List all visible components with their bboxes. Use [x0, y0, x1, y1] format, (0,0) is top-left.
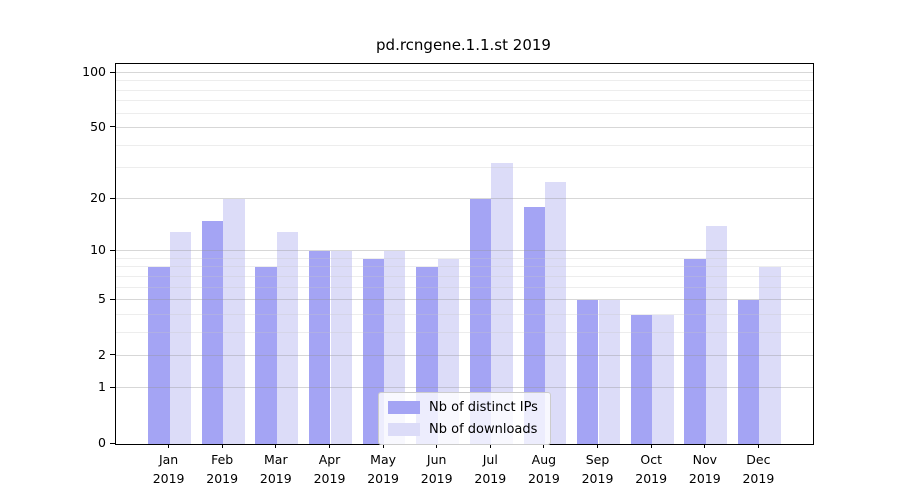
xtick-label-jun: Jun 2019: [420, 452, 453, 486]
xtick-label-dec: Dec 2019: [742, 452, 775, 486]
ytick-mark-20: [110, 197, 115, 199]
bar-distinct-ips-jan: [148, 267, 170, 444]
bar-distinct-ips-may: [362, 258, 384, 444]
bar-distinct-ips-jun: [416, 267, 438, 444]
ytick-mark-50: [110, 126, 115, 128]
xtick-mark-jul: [489, 444, 491, 448]
xtick-mark-feb: [221, 444, 223, 448]
bar-downloads-sep: [598, 300, 620, 444]
bars-layer: [116, 64, 813, 444]
ytick-label-5: 5: [98, 291, 106, 306]
bar-downloads-nov: [705, 226, 728, 444]
ytick-mark-10: [110, 249, 115, 251]
xtick-mark-sep: [597, 444, 598, 448]
bar-distinct-ips-mar: [255, 267, 277, 444]
bar-downloads-may: [384, 251, 406, 444]
xtick-label-aug: Aug 2019: [527, 452, 560, 486]
xtick-label-mar: Mar 2019: [259, 452, 292, 486]
xtick-mark-mar: [275, 444, 277, 448]
bar-downloads-mar: [276, 231, 299, 444]
xtick-label-may: May 2019: [367, 452, 399, 486]
ytick-label-0: 0: [98, 435, 106, 450]
ytick-label-1: 1: [98, 379, 106, 395]
xtick-label-nov: Nov 2019: [688, 452, 721, 486]
bar-distinct-ips-feb: [201, 221, 224, 444]
bar-downloads-feb: [223, 199, 245, 444]
bar-distinct-ips-aug: [523, 207, 545, 444]
xtick-label-oct: Oct 2019: [635, 452, 668, 486]
ytick-mark-100: [110, 71, 115, 73]
xtick-mark-dec: [757, 444, 759, 448]
bar-distinct-ips-sep: [577, 300, 599, 444]
xtick-label-jul: Jul 2019: [474, 452, 507, 486]
ytick-label-2: 2: [98, 346, 106, 362]
xtick-mark-aug: [543, 444, 545, 448]
ytick-mark-2: [110, 354, 115, 356]
bar-downloads-oct: [652, 314, 674, 444]
xtick-mark-jan: [168, 444, 170, 448]
bar-downloads-dec: [759, 267, 781, 444]
xtick-mark-apr: [329, 444, 330, 448]
ytick-label-100: 100: [82, 64, 106, 79]
bar-distinct-ips-nov: [684, 258, 706, 444]
bar-downloads-aug: [544, 182, 567, 444]
xtick-mark-may: [382, 444, 384, 448]
xtick-label-feb: Feb 2019: [206, 452, 239, 486]
bar-downloads-jul: [491, 162, 513, 444]
ytick-label-10: 10: [90, 242, 106, 258]
chart-title: pd.rcngene.1.1.st 2019: [376, 36, 551, 54]
bar-distinct-ips-dec: [737, 300, 760, 444]
xtick-mark-nov: [704, 444, 706, 448]
bar-distinct-ips-jul: [469, 199, 492, 444]
ytick-label-20: 20: [90, 190, 106, 206]
bar-distinct-ips-oct: [630, 314, 653, 444]
ytick-label-50: 50: [90, 118, 106, 134]
ytick-mark-1: [110, 386, 115, 388]
plot-area: Nb of distinct IPs Nb of downloads: [115, 63, 814, 445]
ytick-mark-5: [110, 298, 115, 300]
xtick-label-sep: Sep 2019: [581, 452, 614, 486]
xtick-mark-jun: [436, 444, 438, 448]
ytick-mark-0: [110, 442, 115, 444]
bar-downloads-jun: [437, 258, 460, 444]
xtick-mark-oct: [650, 444, 652, 448]
xtick-label-apr: Apr 2019: [313, 452, 346, 486]
xtick-label-jan: Jan 2019: [152, 452, 185, 486]
bar-distinct-ips-apr: [309, 251, 331, 444]
bar-downloads-apr: [330, 251, 352, 444]
bar-downloads-jan: [169, 231, 191, 444]
